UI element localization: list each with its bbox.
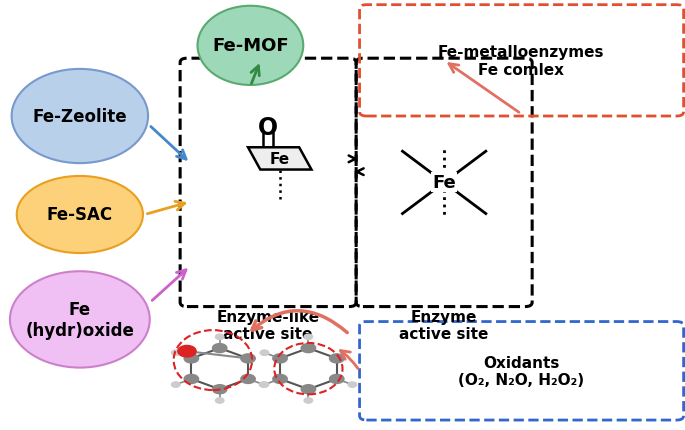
Circle shape bbox=[329, 354, 344, 363]
Text: Enzyme-like
active site: Enzyme-like active site bbox=[216, 309, 320, 341]
Circle shape bbox=[304, 398, 312, 403]
Circle shape bbox=[184, 375, 199, 384]
Circle shape bbox=[301, 385, 316, 394]
Circle shape bbox=[216, 335, 224, 340]
Circle shape bbox=[329, 375, 344, 384]
Circle shape bbox=[184, 354, 199, 363]
Circle shape bbox=[273, 354, 287, 363]
Text: Fe-metalloenzymes
Fe comlex: Fe-metalloenzymes Fe comlex bbox=[438, 45, 604, 77]
Text: Fe: Fe bbox=[270, 151, 290, 166]
Circle shape bbox=[260, 382, 268, 387]
Text: Fe: Fe bbox=[432, 174, 456, 192]
Text: Oxidants
(O₂, N₂O, H₂O₂): Oxidants (O₂, N₂O, H₂O₂) bbox=[458, 355, 584, 387]
Ellipse shape bbox=[10, 272, 150, 368]
Circle shape bbox=[241, 375, 256, 384]
Circle shape bbox=[304, 335, 312, 340]
Text: Fe
(hydr)oxide: Fe (hydr)oxide bbox=[25, 300, 134, 339]
Text: Fe-Zeolite: Fe-Zeolite bbox=[32, 108, 127, 126]
Ellipse shape bbox=[16, 177, 143, 253]
Text: Fe-SAC: Fe-SAC bbox=[47, 206, 113, 224]
Polygon shape bbox=[248, 148, 312, 170]
Circle shape bbox=[241, 354, 256, 363]
Circle shape bbox=[212, 344, 227, 353]
Circle shape bbox=[273, 375, 287, 384]
Circle shape bbox=[171, 382, 180, 387]
Circle shape bbox=[216, 398, 224, 403]
Circle shape bbox=[260, 350, 269, 356]
Ellipse shape bbox=[197, 7, 303, 86]
Text: Fe-MOF: Fe-MOF bbox=[212, 37, 288, 55]
Text: Enzyme
active site: Enzyme active site bbox=[399, 309, 489, 341]
Circle shape bbox=[301, 344, 316, 353]
Circle shape bbox=[348, 382, 357, 387]
Text: O: O bbox=[258, 115, 278, 139]
Circle shape bbox=[260, 382, 269, 387]
Circle shape bbox=[171, 350, 180, 356]
Circle shape bbox=[212, 385, 227, 394]
Circle shape bbox=[178, 346, 196, 357]
Ellipse shape bbox=[12, 70, 148, 164]
